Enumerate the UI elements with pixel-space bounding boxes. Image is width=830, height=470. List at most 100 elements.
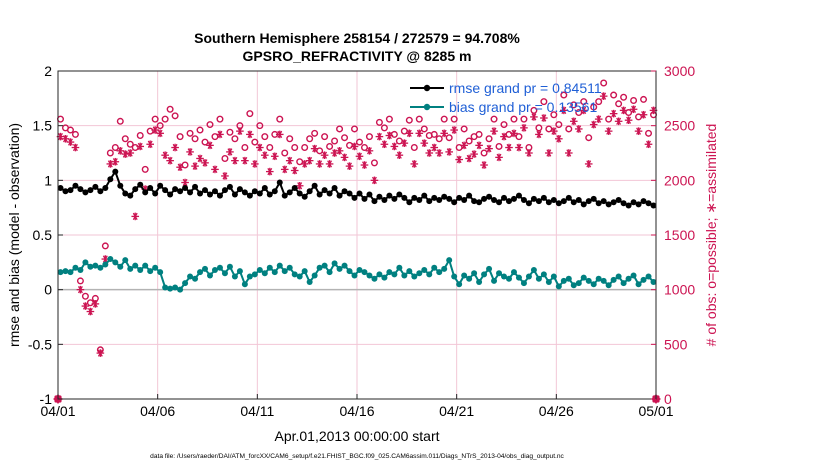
assimilated-obs-marker — [285, 156, 294, 165]
bias-point — [107, 256, 114, 263]
rmse-point — [391, 195, 398, 202]
assimilated-obs-marker — [116, 147, 125, 155]
x-tick-label: 04/06 — [140, 403, 175, 419]
possible-obs-marker — [216, 115, 224, 123]
rmse-point — [192, 183, 199, 190]
bias-point — [167, 285, 174, 292]
possible-obs-marker — [156, 122, 164, 130]
assimilated-obs-marker — [390, 142, 399, 151]
assimilated-obs-marker — [166, 156, 174, 165]
bias-point — [306, 279, 313, 286]
possible-obs-marker — [186, 129, 194, 137]
assimilated-obs-marker — [634, 127, 643, 135]
assimilated-obs-marker — [126, 149, 135, 157]
rmse-point — [321, 187, 328, 194]
rmse-point — [112, 168, 119, 175]
possible-obs-marker — [555, 121, 563, 129]
rmse-point — [137, 181, 144, 188]
bias-point — [57, 269, 64, 276]
rmse-point — [550, 197, 557, 204]
rmse-point — [476, 199, 483, 206]
rmse-point — [580, 201, 587, 208]
assimilated-obs-marker — [609, 109, 618, 118]
possible-obs-marker — [146, 127, 154, 135]
possible-obs-marker — [316, 147, 324, 155]
assimilated-obs-marker — [470, 150, 478, 158]
possible-obs-marker — [550, 111, 558, 119]
assimilated-obs-marker — [375, 132, 384, 141]
possible-obs-marker — [430, 130, 438, 138]
rmse-point — [266, 191, 273, 198]
rmse-point — [620, 200, 627, 207]
bias-point — [560, 277, 567, 284]
legend-swatch-marker — [423, 103, 431, 111]
assimilated-obs-marker — [176, 163, 184, 172]
y-tick-label-left: -1 — [40, 391, 53, 407]
bias-point — [441, 265, 448, 272]
rmse-point — [286, 189, 293, 196]
possible-obs-marker — [405, 116, 413, 124]
rmse-point — [122, 190, 129, 197]
assimilated-obs-marker — [430, 143, 439, 152]
bias-point — [590, 281, 597, 288]
x-tick-label: 04/16 — [339, 403, 374, 419]
possible-obs-marker — [365, 133, 373, 141]
possible-obs-marker — [76, 277, 84, 285]
obs-count-layer — [53, 79, 661, 404]
bias-point — [97, 264, 104, 271]
rmse-point — [97, 188, 104, 195]
assimilated-obs-marker — [241, 156, 249, 165]
bias-point — [226, 263, 233, 270]
bias-point — [331, 260, 338, 267]
bias-point — [236, 268, 243, 275]
bias-point — [376, 271, 383, 278]
assimilated-obs-marker — [455, 155, 463, 164]
rmse-point — [630, 199, 637, 206]
possible-obs-marker — [211, 133, 219, 141]
assimilated-obs-marker — [490, 127, 498, 135]
possible-obs-marker — [161, 115, 169, 123]
bias-point — [486, 265, 493, 272]
rmse-point — [451, 199, 458, 206]
bias-point — [600, 277, 607, 284]
bias-point — [510, 269, 517, 276]
possible-obs-marker — [171, 112, 179, 120]
bias-point — [177, 286, 184, 293]
bias-point — [341, 262, 348, 269]
assimilated-obs-marker — [315, 160, 324, 168]
possible-obs-marker — [201, 138, 209, 146]
assimilated-obs-marker — [569, 117, 578, 126]
bias-point — [147, 268, 154, 275]
assimilated-obs-marker — [171, 143, 179, 152]
rmse-point — [82, 189, 89, 196]
assimilated-obs-marker — [599, 92, 608, 100]
rmse-point — [162, 187, 169, 194]
rmse-point — [640, 198, 647, 205]
rmse-point — [221, 187, 228, 194]
y-tick-label-left: 1.5 — [33, 118, 53, 134]
rmse-point — [501, 194, 508, 201]
bias-point — [650, 279, 657, 286]
x-tick-label: 04/01 — [40, 403, 75, 419]
assimilated-obs-marker — [410, 160, 419, 168]
assimilated-obs-marker — [485, 144, 493, 153]
rmse-point — [177, 188, 184, 195]
bias-point — [535, 275, 542, 282]
rmse-point — [341, 188, 348, 195]
bias-point — [356, 266, 363, 273]
y-tick-label-right: 3000 — [664, 63, 695, 79]
bias-point — [281, 268, 288, 275]
assimilated-obs-marker — [66, 138, 75, 146]
possible-obs-marker — [266, 144, 274, 152]
rmse-point — [356, 190, 363, 197]
rmse-point — [92, 183, 99, 190]
bias-point — [416, 270, 423, 277]
bias-point — [491, 277, 498, 284]
possible-obs-marker — [101, 242, 109, 250]
rmse-point — [515, 192, 522, 199]
bias-point — [471, 270, 478, 277]
bias-point — [396, 264, 403, 271]
possible-obs-marker — [640, 95, 648, 103]
assimilated-obs-marker — [435, 149, 444, 157]
rmse-point — [421, 192, 428, 199]
